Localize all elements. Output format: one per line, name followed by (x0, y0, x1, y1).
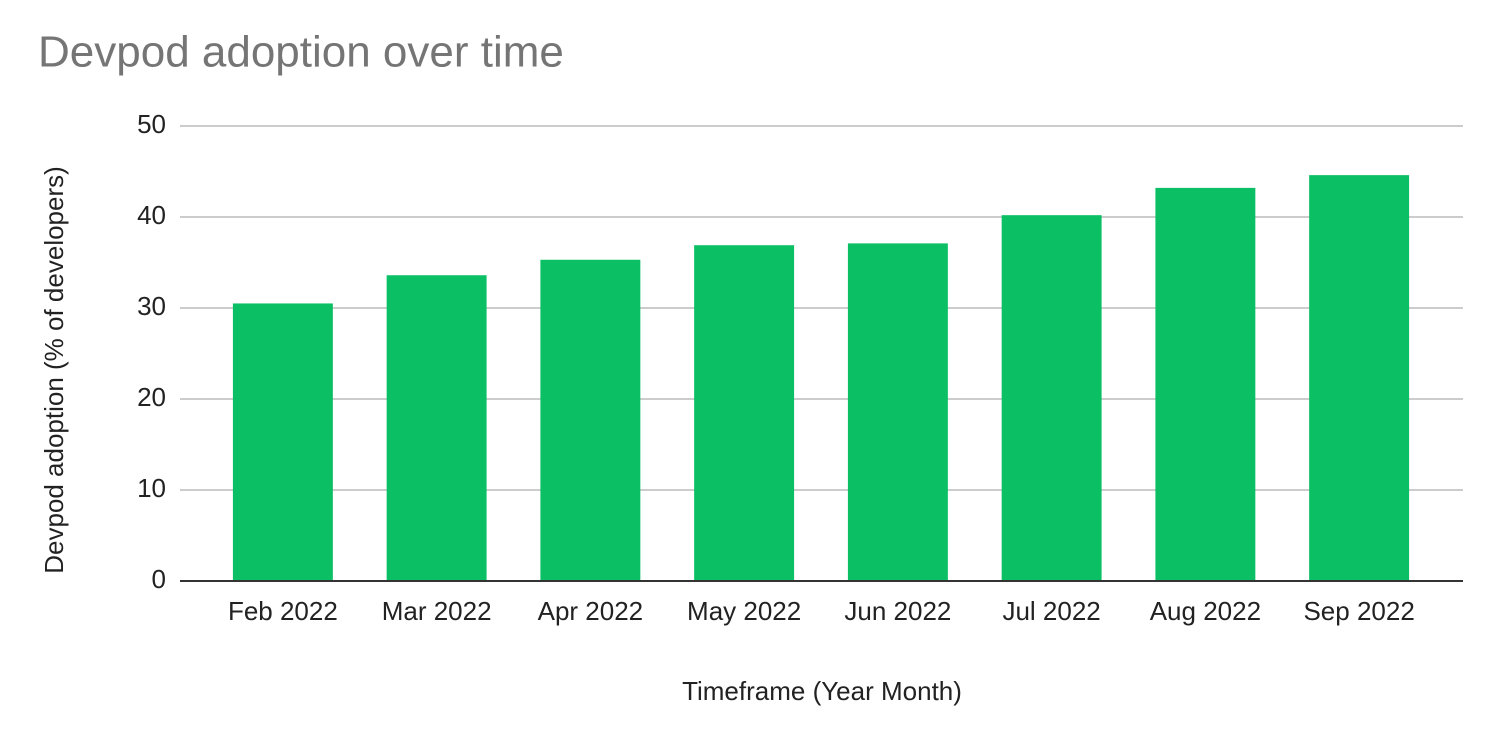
x-tick-label: Feb 2022 (228, 596, 338, 626)
x-tick-label: Aug 2022 (1150, 596, 1261, 626)
y-tick-label: 20 (137, 382, 166, 412)
y-tick-label: 40 (137, 200, 166, 230)
y-tick-label: 30 (137, 291, 166, 321)
x-tick-label: May 2022 (687, 596, 801, 626)
chart-title: Devpod adoption over time (38, 28, 564, 77)
x-axis-label: Timeframe (Year Month) (682, 676, 962, 706)
bar (1155, 187, 1256, 581)
bar (386, 275, 487, 581)
bar (694, 245, 795, 581)
bar (847, 243, 948, 581)
y-tick-label: 10 (137, 473, 166, 503)
bar (1001, 215, 1102, 581)
y-tick-label: 0 (152, 564, 166, 594)
x-tick-label: Mar 2022 (382, 596, 492, 626)
x-tick-label: Jun 2022 (844, 596, 951, 626)
y-axis-label: Devpod adoption (% of developers) (39, 166, 69, 574)
x-tick-label: Apr 2022 (538, 596, 644, 626)
bar (1309, 175, 1410, 581)
y-tick-label: 50 (137, 109, 166, 139)
x-tick-label: Jul 2022 (1002, 596, 1100, 626)
x-tick-label: Sep 2022 (1303, 596, 1414, 626)
bar (540, 259, 641, 581)
bar (232, 303, 333, 581)
